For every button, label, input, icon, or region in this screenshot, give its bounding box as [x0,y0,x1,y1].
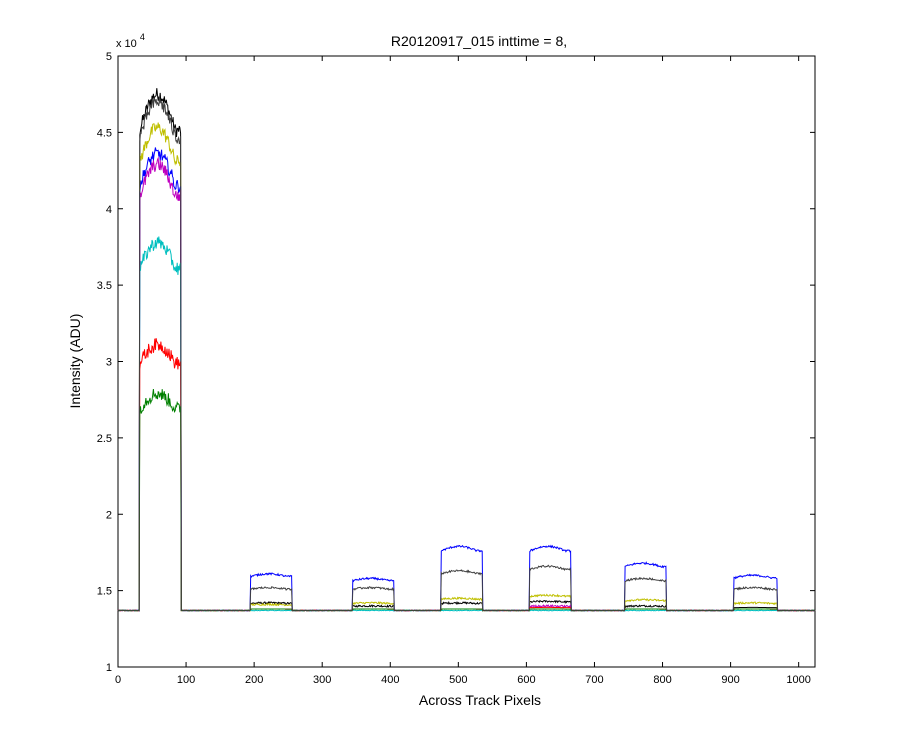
y-tick-label: 3 [106,357,112,369]
x-tick-label: 700 [585,674,603,686]
plot-frame [117,55,816,668]
x-tick-label: 900 [721,674,739,686]
y-tick-label: 5 [106,51,112,63]
chart-title: R20120917_015 inttime = 8, [391,33,567,49]
series-layer [117,88,816,612]
x-axis-title: Across Track Pixels [419,692,541,708]
y-tick-label: 1 [106,662,112,674]
tick-layer: 0 100 200 300 400 500 600 700 800 900 1000 1 1.5 2 2.5… [97,51,815,686]
x-tick-label: 600 [517,674,535,686]
series-line [117,97,815,612]
x-tick-label: 400 [381,674,399,686]
y-tick-label: 3.5 [97,280,112,292]
x-tick-label: 1000 [786,674,810,686]
y-multiplier-exponent: 4 [140,32,145,42]
plot-area: 0 100 200 300 400 500 600 700 800 900 1000 1 1.5 2 2.5… [97,51,816,686]
y-tick-label: 1.5 [97,586,112,598]
x-tick-label: 200 [245,674,263,686]
x-tick-label: 500 [449,674,467,686]
y-axis-title: Intensity (ADU) [67,314,83,409]
y-tick-label: 2 [106,509,112,521]
x-tick-label: 100 [177,674,195,686]
y-multiplier-base: x 10 [116,38,137,50]
y-multiplier-label: x 10 4 [116,32,145,50]
x-tick-label: 800 [653,674,671,686]
x-tick-label: 300 [313,674,331,686]
y-tick-label: 4.5 [97,127,112,139]
y-tick-label: 2.5 [97,433,112,445]
y-tick-label: 4 [106,204,112,216]
x-tick-label: 0 [115,674,121,686]
